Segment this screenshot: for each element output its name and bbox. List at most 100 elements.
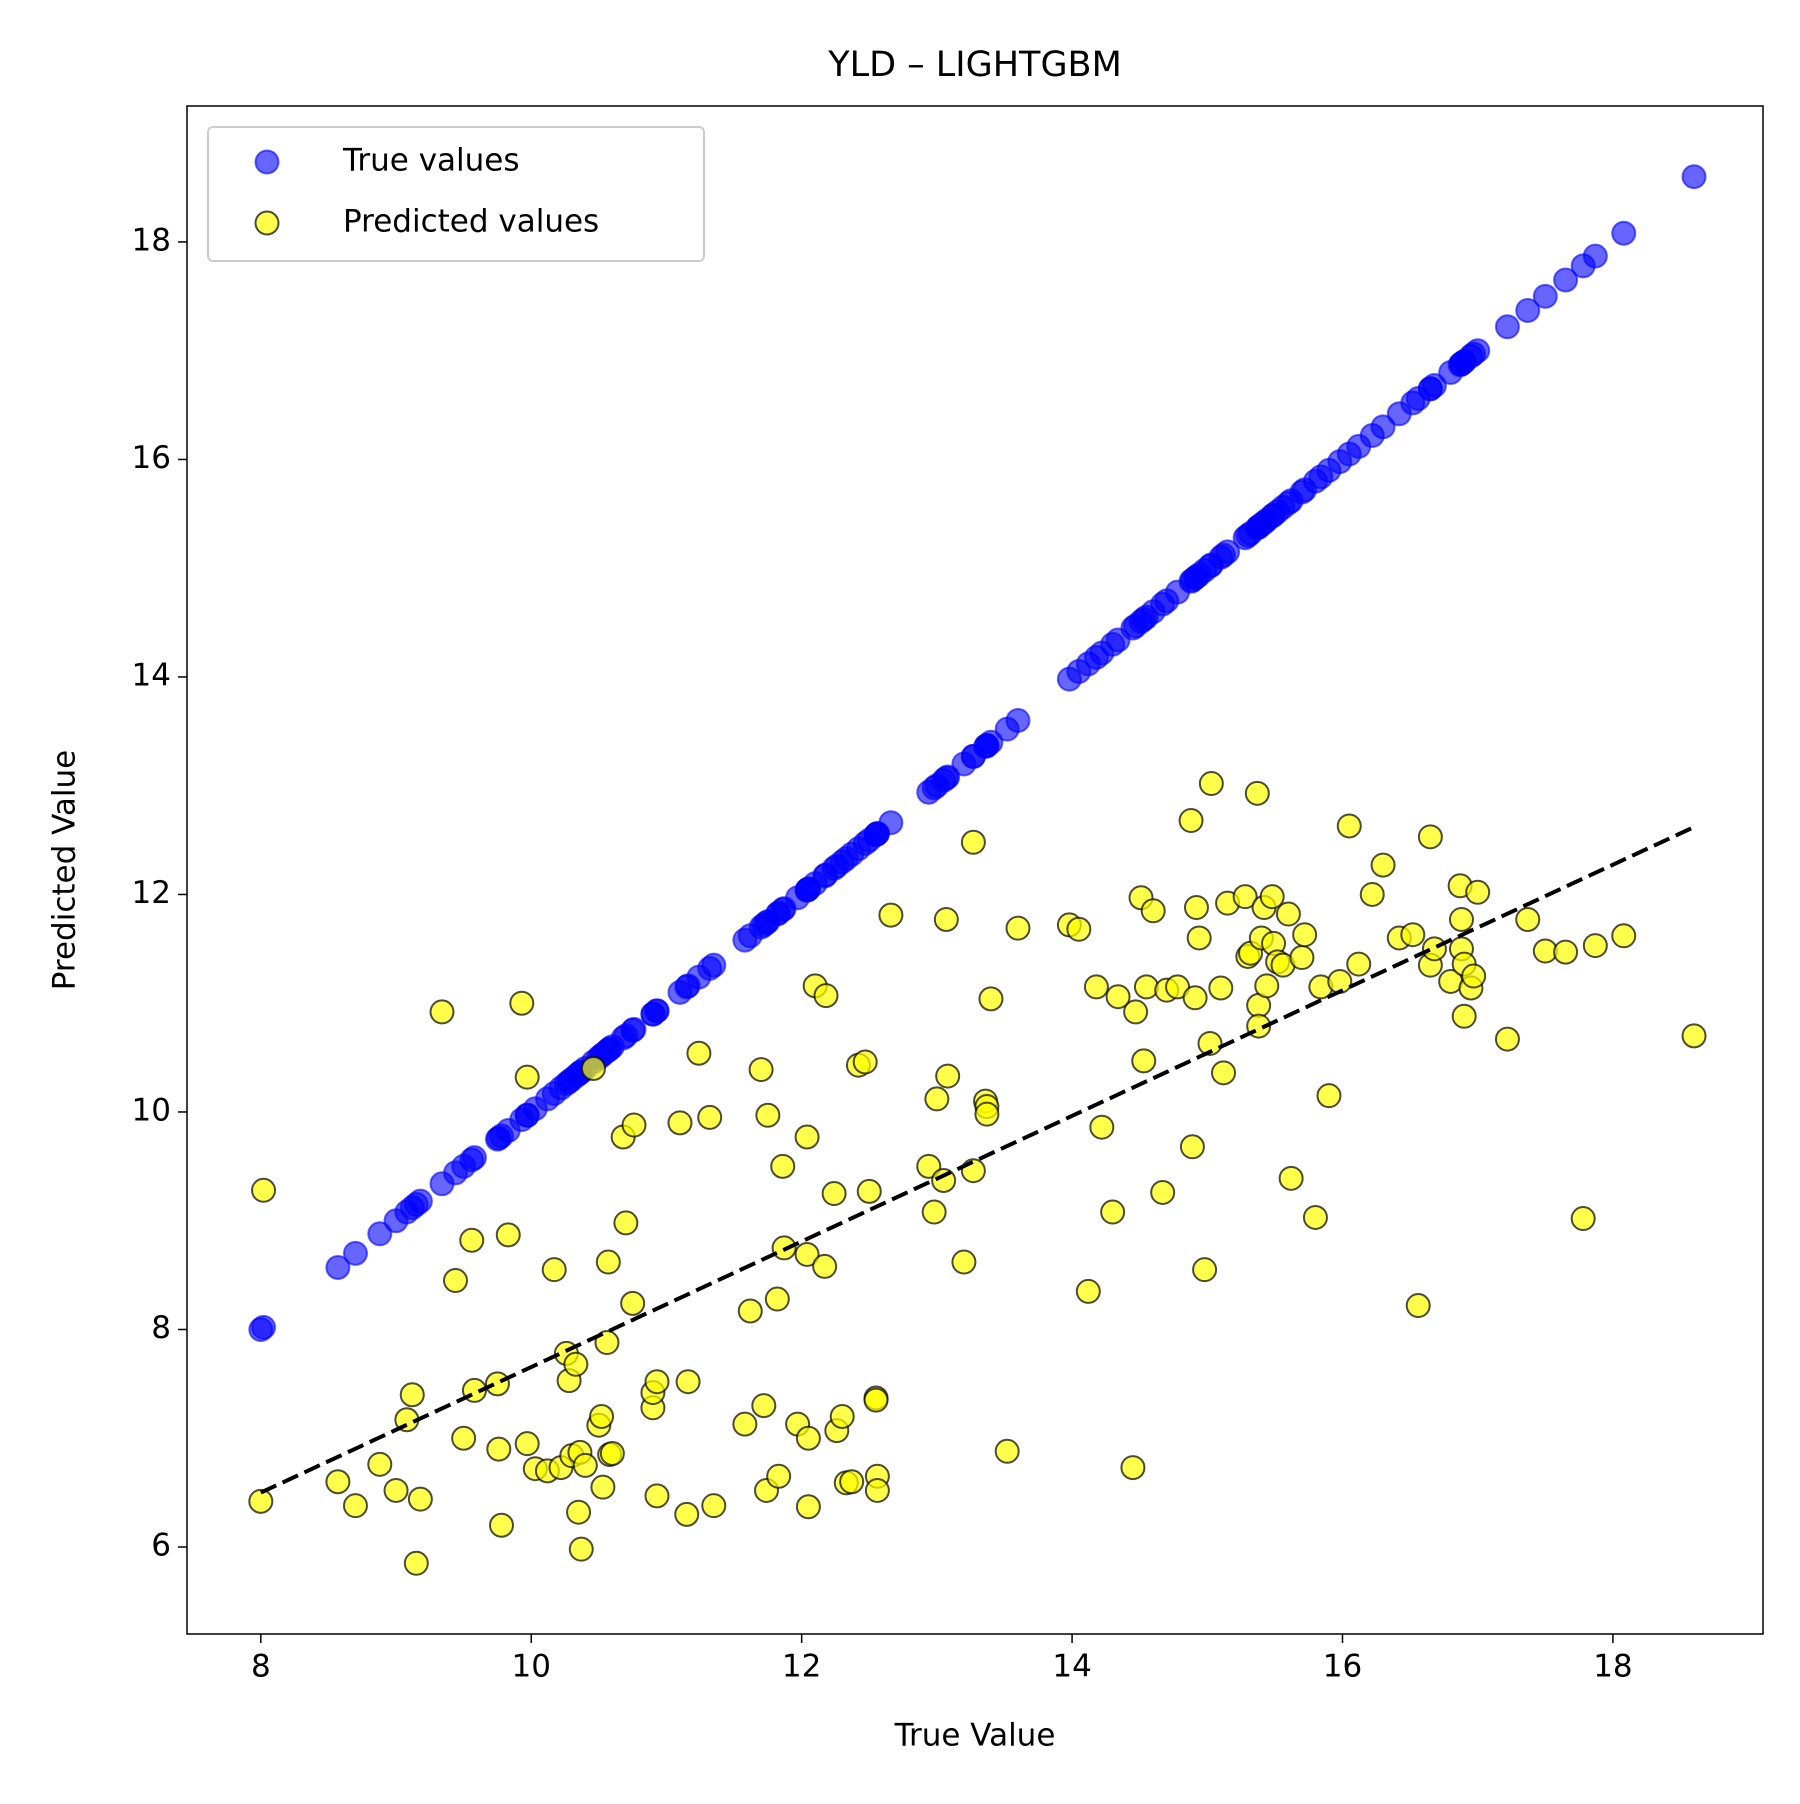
- y-tick-label: 10: [132, 1092, 171, 1128]
- y-tick-label: 18: [132, 222, 171, 258]
- data-point: [1611, 923, 1637, 949]
- data-point: [1150, 1179, 1176, 1205]
- data-point: [795, 1494, 821, 1520]
- legend-box: [207, 126, 705, 262]
- data-point: [1370, 852, 1396, 878]
- legend-label: Predicted values: [343, 204, 599, 240]
- data-point: [829, 1403, 855, 1429]
- data-point: [1123, 999, 1149, 1025]
- data-point: [737, 1298, 763, 1324]
- data-point: [1421, 936, 1447, 962]
- data-point: [325, 1469, 351, 1495]
- legend-label: True values: [342, 143, 520, 179]
- y-tick-label: 14: [132, 657, 171, 693]
- data-point: [960, 829, 986, 855]
- y-tick-label: 8: [151, 1310, 171, 1346]
- legend-marker: [254, 149, 280, 175]
- data-point: [1066, 916, 1092, 942]
- data-point: [1083, 974, 1109, 1000]
- data-point: [701, 952, 727, 978]
- data-point: [795, 1425, 821, 1451]
- data-point: [1465, 338, 1491, 364]
- data-point: [1611, 220, 1637, 246]
- data-point: [864, 1477, 890, 1503]
- data-point: [878, 902, 904, 928]
- data-point: [1275, 901, 1301, 927]
- data-point: [878, 810, 904, 836]
- data-point: [1211, 1060, 1237, 1086]
- data-point: [621, 1016, 647, 1042]
- data-point: [852, 1049, 878, 1075]
- data-point: [1336, 813, 1362, 839]
- y-tick-label: 16: [132, 440, 171, 476]
- data-point: [839, 1469, 865, 1495]
- data-point: [509, 990, 535, 1016]
- data-point: [1005, 915, 1031, 941]
- data-point: [620, 1290, 646, 1316]
- data-point: [1582, 933, 1608, 959]
- data-point: [621, 1112, 647, 1138]
- data-point: [1302, 1204, 1328, 1230]
- data-point: [863, 1387, 889, 1413]
- data-point: [451, 1425, 477, 1451]
- data-point: [994, 1438, 1020, 1464]
- data-point: [403, 1550, 429, 1576]
- data-point: [974, 1101, 1000, 1127]
- data-point: [407, 1188, 433, 1214]
- data-point: [1105, 984, 1131, 1010]
- data-point: [1215, 539, 1241, 565]
- data-point: [644, 998, 670, 1024]
- data-point: [933, 906, 959, 932]
- data-point: [951, 1249, 977, 1275]
- y-tick-label: 12: [132, 875, 171, 911]
- data-point: [794, 1124, 820, 1150]
- data-point: [813, 983, 839, 1009]
- data-point: [1448, 906, 1474, 932]
- data-point: [325, 1254, 351, 1280]
- data-point: [1197, 1030, 1223, 1056]
- data-point: [1140, 898, 1166, 924]
- data-point: [514, 1431, 540, 1457]
- data-point: [572, 1452, 598, 1478]
- data-point: [921, 1199, 947, 1225]
- data-point: [1405, 1293, 1431, 1319]
- data-point: [590, 1474, 616, 1500]
- data-point: [748, 1057, 774, 1083]
- data-point: [580, 1055, 606, 1081]
- y-tick-label: 6: [151, 1527, 171, 1563]
- data-point: [399, 1382, 425, 1408]
- y-axis-label: Predicted Value: [47, 750, 83, 991]
- data-point: [1232, 884, 1258, 910]
- data-point: [1370, 414, 1396, 440]
- data-point: [1553, 939, 1579, 965]
- axes-frame: [186, 105, 1764, 1635]
- data-point: [924, 1086, 950, 1112]
- x-tick-label: 18: [1593, 1649, 1632, 1685]
- x-tick-label: 14: [1052, 1649, 1091, 1685]
- data-point: [1421, 372, 1447, 398]
- data-point: [595, 1249, 621, 1275]
- data-point: [1461, 963, 1487, 989]
- data-point: [1570, 1206, 1596, 1232]
- x-tick-label: 12: [782, 1649, 821, 1685]
- data-point: [613, 1210, 639, 1236]
- data-point: [495, 1222, 521, 1248]
- data-point: [935, 764, 961, 790]
- data-point: [1178, 808, 1204, 834]
- data-point: [1681, 1023, 1707, 1049]
- data-point: [1179, 1134, 1205, 1160]
- data-point: [1316, 1083, 1342, 1109]
- data-point: [1259, 884, 1285, 910]
- data-point: [599, 1440, 625, 1466]
- data-point: [1451, 1003, 1477, 1029]
- data-point: [960, 1158, 986, 1184]
- data-point: [1532, 283, 1558, 309]
- data-point: [541, 1257, 567, 1283]
- data-point: [407, 1486, 433, 1512]
- data-point: [1515, 906, 1541, 932]
- data-point: [1100, 1199, 1126, 1225]
- data-point: [367, 1221, 393, 1247]
- data-point: [566, 1499, 592, 1525]
- data-point: [764, 1286, 790, 1312]
- data-point: [488, 1512, 514, 1538]
